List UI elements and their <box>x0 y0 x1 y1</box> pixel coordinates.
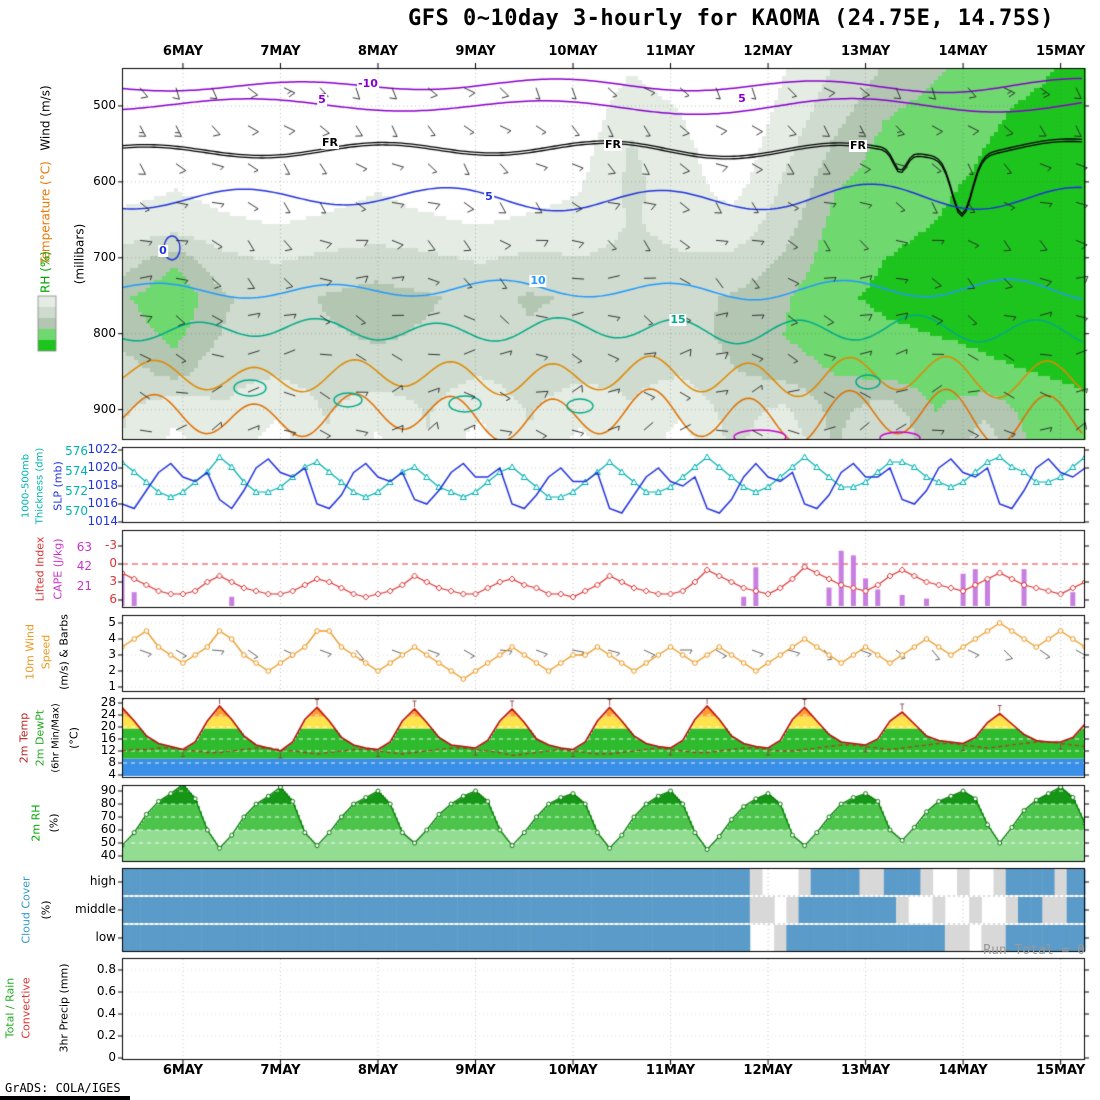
bottom-edge-bar <box>0 1096 130 1100</box>
grads-credit: GrADS: COLA/IGES <box>5 1081 121 1095</box>
y-tick-label: 4 <box>108 767 116 781</box>
y-tick-label: 90 <box>100 783 116 797</box>
date-label-bottom: 9MAY <box>455 1063 496 1078</box>
cloud-row-label: high <box>89 874 116 888</box>
y-tick-label: 2 <box>108 663 116 677</box>
date-label-top: 6MAY <box>162 44 204 59</box>
y-tick-label: 0.2 <box>96 1028 116 1042</box>
y-tick-label: 574 <box>65 464 88 478</box>
y-tick-label: 0 <box>109 556 117 570</box>
y-tick-label: 63 <box>76 540 92 554</box>
date-label-top: 14MAY <box>938 44 988 59</box>
date-label-top: 10MAY <box>548 44 598 59</box>
date-label-top: 11MAY <box>645 44 696 59</box>
date-label-top: 9MAY <box>455 44 496 59</box>
contour-label: 10 <box>529 274 547 287</box>
y-tick-label: 0.6 <box>96 984 116 998</box>
y-tick-label: 6 <box>109 592 117 606</box>
y-tick-label: 0 <box>108 1050 116 1064</box>
y-tick-label: 21 <box>76 578 92 593</box>
y-tick-label: 80 <box>100 796 116 810</box>
y-tick-label: 4 <box>108 631 116 645</box>
y-tick-label: 16 <box>100 731 116 745</box>
date-label-bottom: 7MAY <box>260 1063 301 1078</box>
date-label-top: 7MAY <box>260 44 301 59</box>
contour-label: 5 <box>317 93 327 106</box>
y-tick-label: 1022 <box>87 442 118 456</box>
date-label-bottom: 10MAY <box>548 1063 598 1078</box>
date-label-top: 15MAY <box>1035 44 1086 59</box>
y-tick-label: 24 <box>100 707 116 721</box>
cloud-row-label: low <box>95 930 117 944</box>
contour-label: FR <box>849 139 867 152</box>
y-tick-label: 12 <box>100 743 116 757</box>
y-tick-label: 3 <box>108 647 116 661</box>
y-tick-label: 1014 <box>87 514 118 528</box>
date-label-bottom: 14MAY <box>938 1063 988 1078</box>
cloud-row-label: middle <box>75 902 116 916</box>
y-tick-label: 28 <box>100 695 116 709</box>
y-tick-label: 576 <box>65 444 88 458</box>
date-label-bottom: 8MAY <box>357 1063 399 1078</box>
y-tick-label: 500 <box>93 97 116 112</box>
y-tick-label: 572 <box>65 484 88 498</box>
y-tick-label: 40 <box>100 848 116 862</box>
y-tick-label: -3 <box>105 538 117 552</box>
date-label-bottom: 13MAY <box>840 1063 891 1078</box>
y-tick-label: 1020 <box>87 460 118 474</box>
y-tick-label: 0.8 <box>96 962 116 976</box>
contour-label: FR <box>321 136 339 149</box>
date-label-top: 8MAY <box>357 44 399 59</box>
y-tick-label: 20 <box>100 719 116 733</box>
date-label-bottom: 15MAY <box>1035 1063 1086 1078</box>
date-label-bottom: 6MAY <box>162 1063 204 1078</box>
y-tick-label: 5 <box>108 615 116 629</box>
chart-title: GFS 0~10day 3-hourly for KAOMA (24.75E, … <box>408 6 1055 31</box>
y-tick-label: 60 <box>100 822 116 836</box>
y-tick-label: 1018 <box>87 478 118 492</box>
y-tick-label: 8 <box>108 755 116 769</box>
y-tick-label: 70 <box>100 809 116 823</box>
date-label-bottom: 12MAY <box>743 1063 793 1078</box>
contour-label: 0 <box>158 244 168 257</box>
y-tick-label: 800 <box>93 325 116 340</box>
y-tick-label: 600 <box>93 173 116 188</box>
y-tick-label: 50 <box>100 835 116 849</box>
contour-label: 15 <box>669 313 687 326</box>
y-tick-label: 1 <box>108 679 116 693</box>
contour-label: -10 <box>357 77 379 90</box>
date-label-top: 13MAY <box>840 44 891 59</box>
y-tick-label: 3 <box>109 574 117 588</box>
y-tick-label: 42 <box>76 559 92 574</box>
y-tick-label: 1016 <box>87 496 118 510</box>
y-tick-label: 900 <box>93 401 116 416</box>
y-tick-label: 700 <box>93 249 116 264</box>
date-label-top: 12MAY <box>743 44 793 59</box>
y-tick-label: 0.4 <box>96 1006 116 1020</box>
contour-label: FR <box>604 138 622 151</box>
y-tick-label: 570 <box>65 504 88 518</box>
date-label-bottom: 11MAY <box>645 1063 696 1078</box>
contour-label: 5 <box>737 92 747 105</box>
contour-label: 5 <box>484 190 494 203</box>
run-total-label: Run Total = 0 <box>983 943 1085 958</box>
